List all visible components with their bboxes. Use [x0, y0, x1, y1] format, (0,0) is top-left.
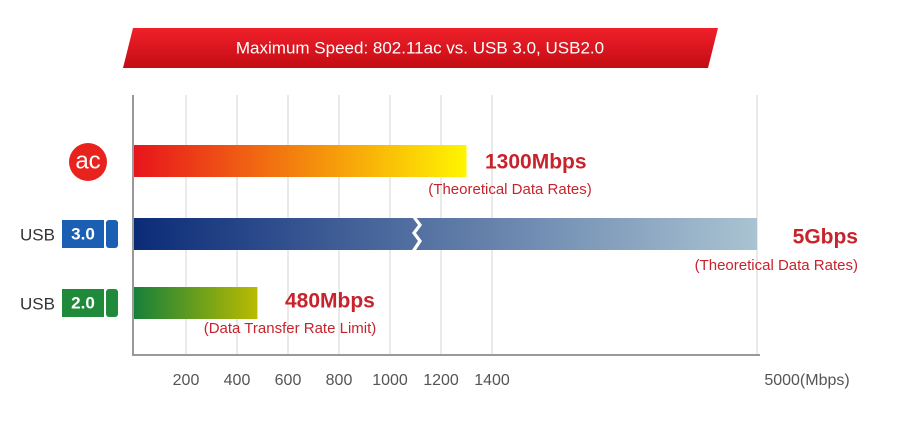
- value-label: 480Mbps: [285, 290, 375, 313]
- value-label: 1300Mbps: [485, 151, 587, 174]
- category-label: USB: [20, 225, 55, 244]
- x-tick-label: 1000: [372, 372, 408, 389]
- bar: [134, 218, 757, 250]
- x-tick-label: 400: [224, 372, 251, 389]
- title-banner: [123, 28, 718, 68]
- annotation: (Theoretical Data Rates): [428, 181, 591, 198]
- x-tick-label: 1200: [423, 372, 459, 389]
- category-badge-tab: [106, 220, 118, 248]
- category-label: ac: [75, 147, 100, 174]
- category-badge-tab: [106, 289, 118, 317]
- plot: 200 400 600 800 1000 1200 1400 5000(Mbps) 1300Mb…: [20, 95, 858, 389]
- category-badge: [69, 143, 107, 181]
- category-label: 3.0: [71, 224, 95, 243]
- bar: [134, 287, 258, 319]
- value-label: 5Gbps: [793, 226, 858, 249]
- x-tick-label: 600: [275, 372, 302, 389]
- x-tick-label: 200: [173, 372, 200, 389]
- annotation: (Theoretical Data Rates): [695, 257, 858, 274]
- category-badge: [62, 220, 104, 248]
- category-badge: [62, 289, 104, 317]
- chart-title: Maximum Speed: 802.11ac vs. USB 3.0, USB…: [236, 38, 604, 57]
- x-tick-label: 800: [326, 372, 353, 389]
- bar: [134, 145, 467, 177]
- x-tick-label: 1400: [474, 372, 510, 389]
- annotation: (Data Transfer Rate Limit): [204, 320, 377, 337]
- x-tick-label: 5000(Mbps): [764, 372, 849, 389]
- axis-break: [412, 217, 422, 250]
- category-label: USB: [20, 294, 55, 313]
- category-label: 2.0: [71, 293, 95, 312]
